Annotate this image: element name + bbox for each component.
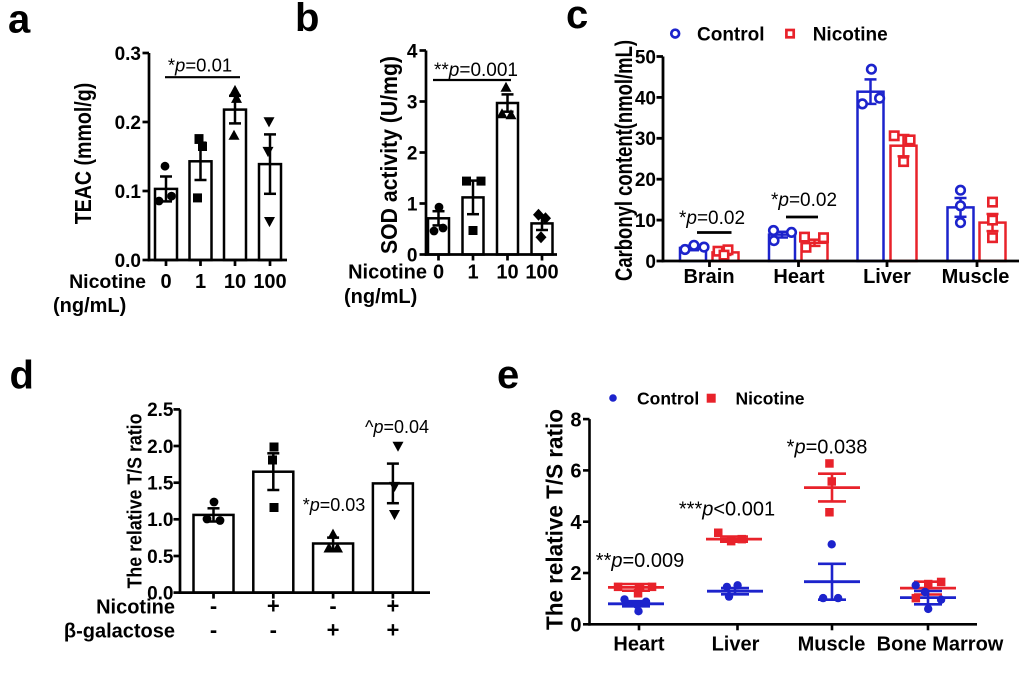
svg-text:*p=0.02: *p=0.02: [679, 208, 745, 229]
svg-text:2.5: 2.5: [147, 400, 174, 421]
svg-text:Nicotine: Nicotine: [736, 388, 805, 408]
svg-text:1: 1: [195, 271, 206, 293]
svg-text:10: 10: [496, 262, 518, 284]
svg-text:2: 2: [407, 143, 418, 164]
svg-text:2.0: 2.0: [147, 437, 173, 458]
svg-text:Nicotine: Nicotine: [96, 597, 175, 619]
svg-text:+: +: [267, 594, 280, 619]
svg-text:4: 4: [570, 512, 582, 534]
svg-text:100: 100: [525, 262, 558, 284]
svg-text:d: d: [10, 354, 34, 398]
svg-text:Brain: Brain: [683, 266, 734, 288]
svg-text:*p=0.038: *p=0.038: [787, 437, 868, 459]
svg-text:40: 40: [635, 88, 656, 109]
svg-text:Nicotine: Nicotine: [813, 25, 888, 46]
svg-text:(ng/mL): (ng/mL): [344, 286, 417, 308]
svg-text:0.3: 0.3: [115, 44, 141, 65]
svg-text:0: 0: [570, 615, 581, 637]
svg-text:+: +: [386, 594, 399, 619]
svg-text:c: c: [566, 0, 588, 37]
svg-text:6: 6: [570, 461, 581, 483]
svg-text:^p=0.04: ^p=0.04: [365, 417, 429, 437]
svg-text:10: 10: [224, 271, 246, 293]
svg-text:-: -: [329, 594, 336, 619]
svg-text:The relative T/S ratio: The relative T/S ratio: [124, 414, 147, 589]
svg-text:(ng/mL): (ng/mL): [53, 295, 126, 317]
svg-text:Bone Marrow: Bone Marrow: [877, 634, 1004, 656]
svg-text:Heart: Heart: [613, 634, 664, 656]
svg-text:10: 10: [635, 211, 656, 232]
svg-text:0: 0: [433, 262, 444, 284]
svg-text:Heart: Heart: [773, 266, 824, 288]
svg-text:*p=0.02: *p=0.02: [771, 190, 837, 211]
svg-text:*p=0.03: *p=0.03: [303, 495, 366, 515]
svg-text:0.0: 0.0: [115, 251, 141, 272]
svg-text:Nicotine: Nicotine: [348, 262, 427, 284]
svg-text:Control: Control: [697, 25, 765, 46]
svg-text:1: 1: [467, 262, 478, 284]
svg-text:100: 100: [253, 271, 286, 293]
svg-text:Muscle: Muscle: [798, 634, 866, 656]
svg-text:50: 50: [635, 47, 656, 68]
svg-text:Liver: Liver: [712, 634, 760, 656]
svg-text:+: +: [327, 618, 340, 643]
svg-text:β-galactose: β-galactose: [64, 621, 175, 643]
svg-text:1.5: 1.5: [147, 474, 174, 495]
svg-text:b: b: [295, 0, 319, 40]
svg-text:**p=0.001: **p=0.001: [434, 60, 518, 81]
svg-text:0: 0: [645, 252, 656, 273]
svg-text:The relative T/S ratio: The relative T/S ratio: [542, 409, 568, 630]
svg-text:3: 3: [407, 92, 418, 113]
svg-text:Nicotine: Nicotine: [69, 271, 146, 293]
svg-text:SOD activity (U/mg): SOD activity (U/mg): [376, 56, 402, 254]
svg-text:2: 2: [570, 563, 581, 585]
svg-text:0: 0: [160, 271, 171, 293]
svg-text:e: e: [497, 353, 519, 397]
svg-text:***p<0.001: ***p<0.001: [679, 499, 775, 521]
svg-text:8: 8: [570, 409, 581, 431]
svg-text:Carbonyl content(nmol/mL): Carbonyl content(nmol/mL): [611, 40, 638, 281]
svg-text:Liver: Liver: [863, 266, 911, 288]
svg-text:0.2: 0.2: [115, 113, 141, 134]
svg-text:0.5: 0.5: [147, 547, 174, 568]
svg-text:Muscle: Muscle: [942, 266, 1010, 288]
svg-text:30: 30: [635, 129, 656, 150]
svg-text:0.1: 0.1: [115, 182, 142, 203]
svg-text:a: a: [8, 0, 31, 42]
svg-text:TEAC (mmol/g): TEAC (mmol/g): [70, 83, 96, 225]
svg-text:0.0: 0.0: [147, 584, 173, 605]
svg-text:*p=0.01: *p=0.01: [168, 55, 232, 76]
svg-text:-: -: [270, 618, 277, 643]
svg-text:-: -: [210, 618, 217, 643]
svg-text:+: +: [386, 618, 399, 643]
svg-text:20: 20: [635, 170, 656, 191]
svg-text:0: 0: [407, 245, 418, 266]
svg-text:-: -: [210, 594, 217, 619]
svg-text:1: 1: [407, 194, 418, 215]
svg-text:**p=0.009: **p=0.009: [596, 550, 684, 572]
svg-text:Control: Control: [637, 388, 699, 408]
svg-text:4: 4: [407, 41, 418, 62]
svg-text:1.0: 1.0: [147, 510, 173, 531]
